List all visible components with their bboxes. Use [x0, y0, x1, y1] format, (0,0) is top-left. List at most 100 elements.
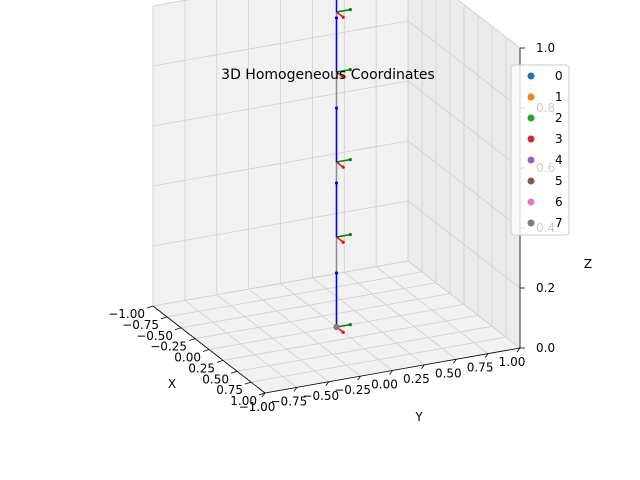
x-tick-mark: [258, 392, 266, 396]
legend-label-7: 7: [555, 216, 563, 230]
x-tick-mark: [230, 370, 238, 374]
y-tick-label: 0.75: [467, 361, 494, 375]
legend-marker-6: [527, 198, 535, 206]
y-tick-mark: [484, 353, 489, 358]
coordinate-frames: [333, 0, 352, 334]
legend-marker-7: [527, 219, 535, 227]
grid-line-left-z: [152, 20, 409, 67]
y-tick-mark: [516, 347, 521, 353]
x-tick-label: −0.75: [122, 318, 159, 332]
x-tick-mark: [146, 305, 154, 309]
frame-y-arrow: [336, 158, 351, 163]
y-tick-mark: [389, 370, 393, 375]
frame-y-tip: [348, 158, 352, 162]
frame-y-tip: [348, 323, 352, 327]
legend-marker-3: [527, 135, 535, 143]
y-tick-label: −0.25: [334, 383, 371, 397]
data-point-7: [333, 324, 340, 330]
grid-line-top-right: [457, 0, 521, 49]
z-axis-label: Z: [584, 257, 592, 271]
y-tick-mark: [452, 359, 457, 364]
frame-y-arrow: [336, 8, 351, 13]
x-tick-label: 0.75: [216, 383, 243, 397]
frame-z-tip: [334, 106, 339, 110]
x-tick-mark: [202, 349, 210, 352]
frame-y-tip: [348, 233, 352, 237]
legend-label-4: 4: [555, 153, 563, 167]
y-tick-mark: [261, 392, 266, 398]
grid-line-left-z: [152, 200, 409, 247]
z-tick-label: 0.2: [536, 281, 555, 295]
legend-label-6: 6: [555, 195, 563, 209]
y-tick-label: 0.25: [403, 372, 430, 386]
frame-x-tip: [341, 330, 345, 334]
y-tick-label: 1.00: [499, 355, 526, 369]
frame-z-tip: [334, 16, 339, 20]
grid-line-right-z: [407, 140, 521, 229]
y-tick-mark: [293, 387, 298, 392]
axis-ticks: −1.00−0.75−0.50−0.250.000.250.500.751.00…: [108, 41, 555, 414]
grid-line-right-z: [407, 200, 521, 289]
grid-line-floor-y: [344, 271, 457, 360]
x-tick-mark: [216, 360, 224, 363]
frame-z-tip: [334, 271, 339, 275]
grid-line-floor-y: [312, 277, 425, 366]
x-tick-mark: [160, 316, 168, 320]
grid-line-left-z: [152, 260, 409, 307]
frame-y-tip: [348, 68, 352, 72]
chart-title: 3D Homogeneous Coordinates: [221, 67, 435, 83]
legend-marker-5: [527, 177, 535, 185]
legend-marker-1: [527, 93, 535, 101]
frame-x-tip: [341, 15, 345, 19]
legend-marker-0: [527, 72, 535, 80]
grid-line-right-z: [407, 260, 521, 349]
y-tick-label: 0.50: [435, 366, 462, 380]
y-tick-label: 0.00: [371, 378, 398, 392]
grid-line-left-z: [152, 80, 409, 127]
legend: 0 1 2 3 4 5 6 7: [510, 64, 570, 236]
y-tick-mark: [357, 375, 361, 381]
legend-label-1: 1: [555, 90, 563, 104]
frame-x-tip: [341, 240, 345, 244]
legend-label-3: 3: [555, 132, 563, 146]
x-axis-label: X: [168, 377, 176, 391]
legend-label-2: 2: [555, 111, 563, 125]
x-tick-mark: [244, 381, 252, 385]
x-tick-mark: [188, 338, 196, 341]
frame-z-tip: [334, 181, 339, 185]
x-tick-mark: [174, 327, 182, 331]
x-tick-label: −0.25: [150, 340, 187, 354]
legend-label-5: 5: [555, 174, 563, 188]
legend-box: [510, 64, 570, 236]
x-tick-label: 0.00: [174, 351, 201, 365]
frame-x-tip: [341, 75, 345, 79]
y-tick-label: −1.00: [239, 400, 276, 414]
z-tick-label: 0.0: [536, 341, 555, 355]
frame-y-arrow: [336, 233, 351, 238]
y-axis-label: Y: [414, 410, 423, 424]
y-tick-mark: [325, 381, 330, 387]
grid-line-floor-y: [216, 294, 330, 383]
y-tick-mark: [421, 364, 425, 370]
x-tick-label: 0.25: [188, 361, 215, 375]
z-tick-label: 1.0: [536, 41, 555, 55]
x-tick-label: −0.50: [136, 329, 173, 343]
grid-line-right-z: [407, 20, 521, 109]
grid-line-left-z: [152, 140, 409, 187]
frame-y-arrow: [336, 68, 351, 73]
frame-y-tip: [348, 8, 352, 12]
frame-x-tip: [341, 165, 345, 169]
legend-marker-4: [527, 156, 535, 164]
grid-line-floor-y: [184, 300, 298, 388]
grid-line-floor-y: [375, 266, 489, 354]
legend-marker-2: [527, 114, 535, 122]
grid-line-right-z: [407, 80, 521, 169]
y-tick-label: −0.75: [271, 394, 308, 408]
legend-label-0: 0: [555, 69, 563, 83]
x-tick-label: 0.50: [202, 372, 229, 386]
x-tick-label: 1.00: [230, 394, 257, 408]
x-tick-label: −1.00: [108, 307, 145, 321]
y-tick-label: −0.50: [302, 389, 339, 403]
grid-line-floor-y: [248, 288, 361, 377]
